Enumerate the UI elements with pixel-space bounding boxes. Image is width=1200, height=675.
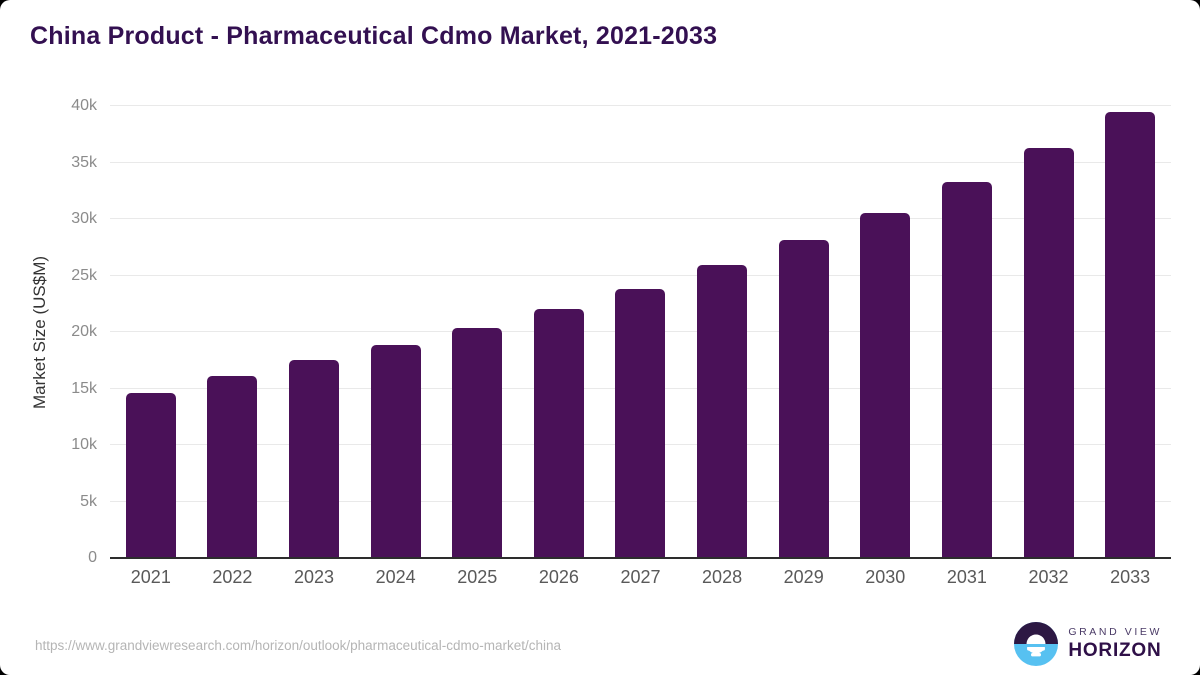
logo-grand-view-label: GRAND VIEW: [1068, 626, 1162, 638]
gridline-25k: [110, 274, 1171, 276]
bar-slot-2027: [600, 106, 682, 558]
y-tick-label-30k: 30k: [71, 210, 97, 227]
bar-slot-2025: [436, 106, 518, 558]
x-tick-label-2027: 2027: [620, 567, 661, 587]
x-tick-label-2021: 2021: [130, 567, 171, 587]
y-axis-title: Market Size (US$M): [30, 255, 49, 409]
y-tick-label-0: 0: [88, 549, 97, 566]
x-tick-label-2033: 2033: [1110, 567, 1151, 587]
bar-2029[interactable]: [778, 239, 829, 558]
logo-horizon-label: HORIZON: [1068, 640, 1162, 661]
x-tick-label-2022: 2022: [212, 567, 253, 587]
x-axis-line: [110, 557, 1171, 559]
bar-slot-2026: [518, 106, 600, 558]
bar-slot-2031: [926, 106, 1008, 558]
y-tick-label-20k: 20k: [71, 323, 97, 340]
x-tick-label-2031: 2031: [946, 567, 987, 587]
y-tick-label-25k: 25k: [71, 266, 97, 284]
y-tick-label-35k: 35k: [71, 153, 97, 171]
x-tick-label-2024: 2024: [375, 567, 416, 587]
x-tick-label-2029: 2029: [783, 567, 824, 587]
y-tick-label-15k: 15k: [71, 379, 97, 397]
source-url[interactable]: https://www.grandviewresearch.com/horizo…: [35, 638, 561, 653]
bar-slot-2033: [1089, 106, 1171, 558]
bar-2024[interactable]: [370, 345, 421, 558]
bar-2027[interactable]: [615, 289, 666, 558]
y-tick-label-5k: 5k: [80, 492, 97, 510]
bar-2030[interactable]: [860, 213, 911, 558]
x-tick-label-2023: 2023: [294, 567, 335, 587]
gridline-40k: [110, 105, 1171, 106]
bar-2033[interactable]: [1105, 112, 1156, 558]
plot-area: 0 5k 10k 15k 20k 25k 30k 35k 40k 2021 2022 2023 202…: [71, 97, 1171, 587]
chart-title: China Product - Pharmaceutical Cdmo Mark…: [30, 22, 718, 50]
x-tick-label-2025: 2025: [457, 567, 498, 587]
gridline-35k: [110, 161, 1171, 163]
bar-slot-2030: [844, 106, 926, 558]
horizon-sun-icon: [1014, 622, 1059, 666]
y-tick-label-10k: 10k: [71, 436, 97, 453]
gridline-30k: [110, 218, 1171, 219]
bar-slot-2024: [355, 106, 437, 558]
x-tick-label-2028: 2028: [702, 567, 743, 587]
bar-slot-2029: [763, 106, 845, 558]
bar-slot-2021: [110, 106, 192, 558]
bar-slot-2028: [681, 106, 763, 558]
bar-2032[interactable]: [1023, 148, 1074, 558]
bar-2025[interactable]: [452, 328, 503, 558]
bar-2022[interactable]: [207, 375, 258, 558]
x-tick-label-2030: 2030: [865, 567, 906, 587]
bar-2021[interactable]: [125, 393, 176, 558]
brand-logo: GRAND VIEW HORIZON: [1014, 622, 1162, 666]
bar-2028[interactable]: [697, 265, 748, 558]
x-tick-label-2032: 2032: [1028, 567, 1069, 587]
bar-slot-2032: [1008, 106, 1090, 558]
y-tick-label-40k: 40k: [71, 97, 97, 114]
x-tick-label-2026: 2026: [538, 567, 579, 587]
bar-2026[interactable]: [533, 309, 584, 558]
bar-slot-2022: [192, 106, 274, 558]
bar-2031[interactable]: [941, 181, 992, 558]
logo-text: GRAND VIEW HORIZON: [1068, 626, 1162, 662]
bar-slot-2023: [273, 106, 355, 558]
bar-2023[interactable]: [289, 360, 340, 558]
bar-series: [110, 106, 1171, 558]
x-axis-tick-labels: 2021 2022 2023 2024 2025 2026 2027 2028 2029 2030…: [110, 567, 1171, 588]
